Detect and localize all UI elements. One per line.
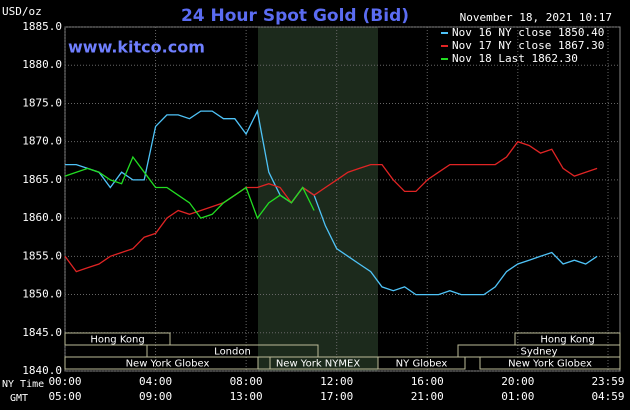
x2-tick-label: 04:59 <box>591 390 624 403</box>
legend-label: Nov 17 NY close 1867.30 <box>452 39 604 52</box>
y-tick-label: 1885.0 <box>22 20 62 33</box>
y-tick-label: 1865.0 <box>22 173 62 186</box>
session-label: Hong Kong <box>90 335 144 346</box>
x-tick-label: 04:00 <box>139 375 172 388</box>
session-box <box>64 332 171 346</box>
x2-tick-label: 05:00 <box>48 390 81 403</box>
x-axis-label: NY Time <box>2 379 44 390</box>
session-label: New York NYMEX <box>276 359 361 370</box>
timestamp: November 18, 2021 10:17 <box>460 11 612 24</box>
session-label: NY Globex <box>396 359 448 370</box>
y-tick-label: 1870.0 <box>22 135 62 148</box>
x-tick-label: 12:00 <box>320 375 353 388</box>
chart-title: 24 Hour Spot Gold (Bid) <box>181 6 409 26</box>
nymex-shade <box>258 27 378 371</box>
session-label: Sydney <box>520 347 557 358</box>
session-box <box>64 356 271 370</box>
y-axis-label: USD/oz <box>2 5 42 18</box>
x2-tick-label: 13:00 <box>230 390 263 403</box>
x2-tick-label: 17:00 <box>320 390 353 403</box>
session-box <box>377 356 466 370</box>
series-line <box>65 109 598 296</box>
session-label: Hong Kong <box>540 335 594 346</box>
watermark: www.kitco.com <box>68 38 205 57</box>
x2-tick-label: 01:00 <box>501 390 534 403</box>
x-tick-label: 23:59 <box>591 375 624 388</box>
y-tick-label: 1850.0 <box>22 288 62 301</box>
y-tick-label: 1880.0 <box>22 58 62 71</box>
legend-label: Nov 16 NY close 1850.40 <box>452 26 604 39</box>
x-tick-label: 20:00 <box>501 375 534 388</box>
y-tick-label: 1855.0 <box>22 249 62 262</box>
y-tick-label: 1840.0 <box>22 364 62 377</box>
x-tick-label: 16:00 <box>411 375 444 388</box>
x2-tick-label: 21:00 <box>411 390 444 403</box>
x2-tick-label: 09:00 <box>139 390 172 403</box>
y-tick-label: 1875.0 <box>22 96 62 109</box>
y-tick-label: 1860.0 <box>22 211 62 224</box>
y-tick-label: 1845.0 <box>22 326 62 339</box>
session-label: London <box>214 347 251 358</box>
session-box <box>479 356 621 370</box>
x-tick-label: 00:00 <box>48 375 81 388</box>
x2-axis-label: GMT <box>10 393 28 404</box>
session-label: New York Globex <box>508 359 592 370</box>
series-line <box>64 140 598 273</box>
x-tick-label: 08:00 <box>230 375 263 388</box>
legend-label: Nov 18 Last 1862.30 <box>452 52 578 65</box>
series-line <box>64 155 315 220</box>
session-label: New York Globex <box>126 359 210 370</box>
